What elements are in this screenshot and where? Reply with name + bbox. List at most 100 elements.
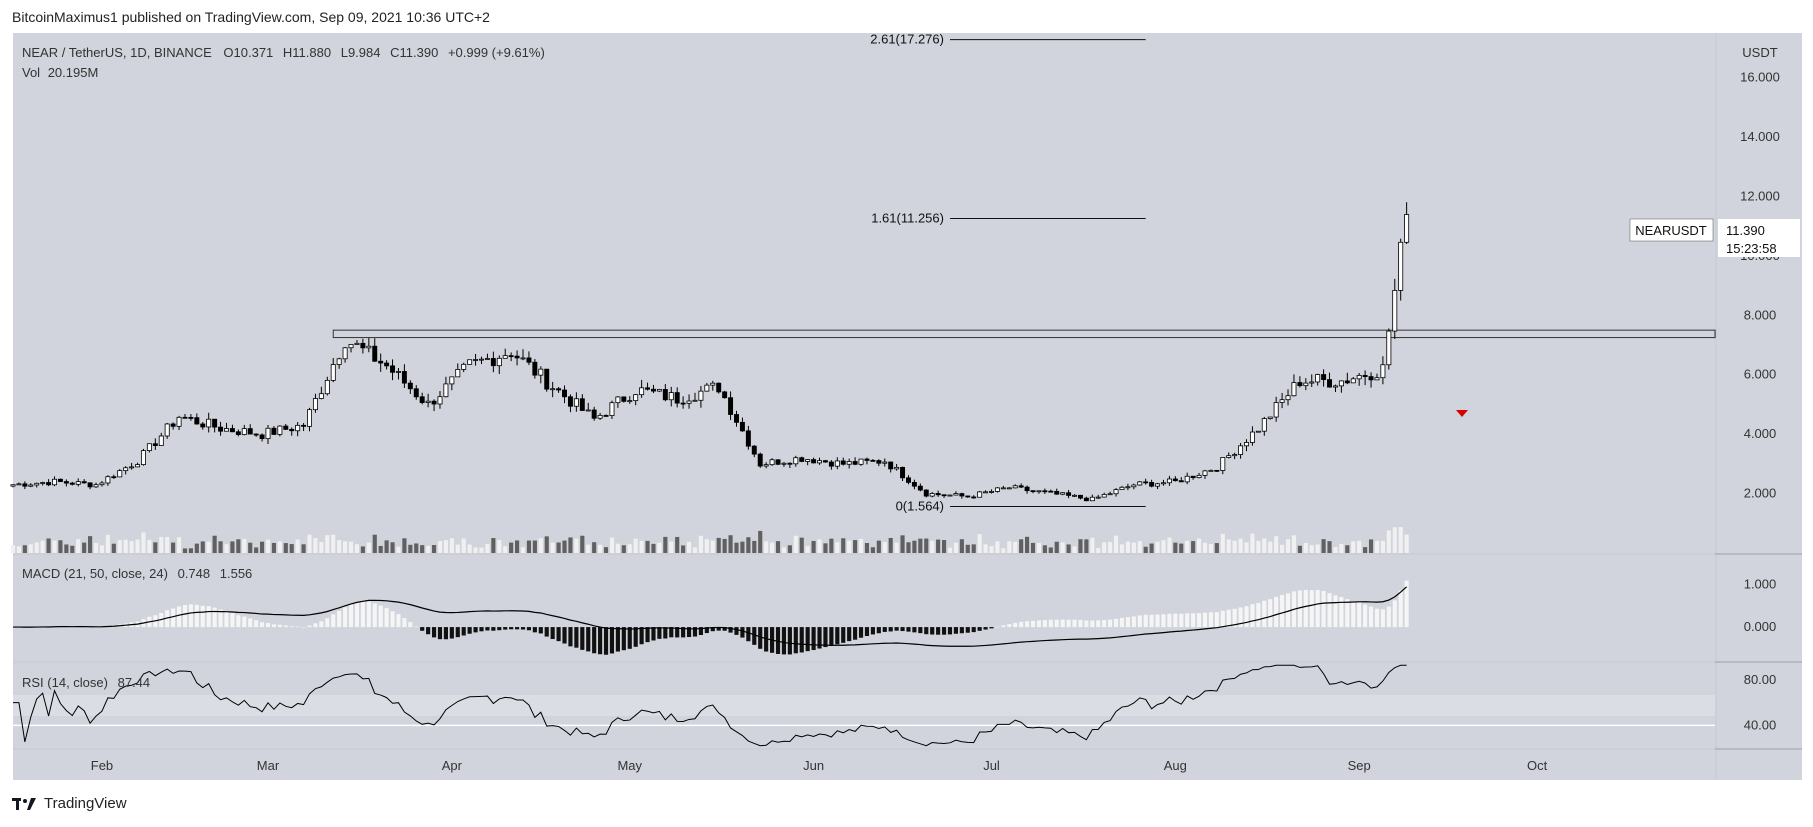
- macd-histogram-bar: [918, 627, 923, 634]
- volume-bar: [663, 536, 668, 553]
- candle-body: [680, 402, 686, 405]
- candle-body: [1161, 482, 1166, 485]
- volume-bar: [206, 541, 211, 553]
- macd-histogram-bar: [289, 626, 294, 628]
- macd-label: MACD (21, 50, close, 24): [22, 566, 168, 581]
- candle-body: [224, 428, 229, 432]
- macd-histogram-bar: [265, 622, 271, 628]
- macd-histogram-bar: [651, 627, 656, 641]
- macd-histogram-bar: [348, 604, 354, 628]
- volume-bar: [88, 536, 93, 553]
- macd-histogram-bar: [431, 627, 437, 638]
- candle-body: [312, 398, 318, 411]
- volume-bar: [52, 540, 57, 553]
- price-tick: 12.000: [1740, 188, 1780, 203]
- volume-bar: [864, 542, 870, 553]
- macd-histogram-bar: [876, 627, 881, 634]
- macd-histogram-bar: [1297, 590, 1302, 628]
- volume-bar: [509, 542, 514, 553]
- ticker-badge-label: NEARUSDT: [1635, 223, 1707, 238]
- candle-body: [40, 482, 46, 484]
- macd-histogram-bar: [532, 627, 537, 633]
- volume-bar: [437, 541, 443, 553]
- legend-h-value: 11.880: [292, 45, 331, 60]
- macd-histogram-bar: [206, 606, 211, 628]
- volume-bar: [1220, 533, 1225, 553]
- macd-histogram-bar: [230, 613, 235, 628]
- macd-histogram-bar: [1202, 612, 1208, 628]
- macd-histogram-bar: [544, 627, 549, 637]
- macd-histogram-bar: [1333, 595, 1338, 628]
- volume-bar: [586, 544, 591, 553]
- volume-bar: [218, 541, 223, 553]
- macd-histogram-bar: [858, 627, 864, 638]
- volume-bar: [1191, 541, 1196, 553]
- candle-body: [977, 491, 983, 498]
- footer-brand[interactable]: TradingView: [12, 795, 127, 812]
- macd-histogram-bar: [414, 626, 419, 628]
- candle-body: [1368, 376, 1374, 381]
- volume-bar: [941, 540, 947, 553]
- volume-bar: [823, 543, 828, 553]
- candle-body: [1125, 486, 1131, 489]
- volume-bar: [1155, 541, 1160, 553]
- candle-body: [330, 364, 336, 381]
- candle-body: [793, 457, 799, 465]
- volume-bar: [722, 538, 727, 553]
- candle-body: [550, 388, 556, 391]
- price-tick: 4.000: [1744, 426, 1777, 441]
- volume-bar: [111, 543, 116, 553]
- price-panel[interactable]: [13, 33, 1715, 553]
- volume-bar: [746, 537, 751, 553]
- macd-histogram-bar: [1196, 613, 1202, 628]
- volume-bar: [847, 540, 852, 553]
- macd-histogram-bar: [734, 627, 739, 635]
- volume-bar: [1149, 543, 1154, 553]
- candle-body: [953, 493, 959, 496]
- macd-histogram-bar: [283, 625, 288, 628]
- macd-histogram-bar: [515, 627, 520, 630]
- macd-histogram-bar: [710, 627, 715, 632]
- macd-panel[interactable]: [13, 555, 1715, 661]
- price-tick: 2.000: [1744, 486, 1777, 501]
- volume-bar: [1392, 527, 1397, 553]
- volume-bar: [959, 539, 964, 553]
- candle-body: [265, 427, 271, 440]
- volume-bar: [1238, 538, 1243, 553]
- candle-body: [99, 482, 105, 486]
- macd-histogram-bar: [372, 603, 377, 628]
- volume-bar: [1102, 542, 1107, 553]
- candle-body: [1362, 375, 1368, 377]
- volume-bar: [153, 542, 158, 553]
- candle-body: [253, 433, 259, 436]
- candle-body: [894, 466, 900, 470]
- macd-histogram-bar: [1244, 606, 1249, 628]
- candle-body: [140, 450, 146, 466]
- price-candles[interactable]: [10, 202, 1410, 502]
- volume-bar: [1262, 538, 1267, 553]
- candle-body: [229, 428, 235, 433]
- candle-body: [176, 416, 182, 427]
- candle-body: [1398, 241, 1404, 291]
- candle-body: [1024, 486, 1030, 492]
- volume-bar: [1001, 548, 1006, 553]
- volume-bar: [1019, 539, 1024, 553]
- candle-body: [455, 369, 461, 378]
- macd-histogram-bar: [983, 627, 988, 630]
- candle-body: [1255, 430, 1261, 433]
- candle-body: [57, 478, 63, 482]
- macd-histogram-bar: [1238, 607, 1243, 628]
- macd-histogram-bar: [1220, 610, 1225, 628]
- macd-histogram-bar: [1368, 606, 1374, 628]
- volume-bar: [449, 538, 454, 553]
- time-tick: Aug: [1164, 758, 1187, 773]
- candle-body: [645, 387, 651, 390]
- legend-change: +0.999 (+9.61%): [448, 45, 545, 60]
- candle-body: [146, 443, 152, 452]
- candle-body: [508, 355, 514, 358]
- ticker-badge[interactable]: [1629, 218, 1714, 242]
- volume-bar: [254, 547, 259, 553]
- macd-histogram-bar: [692, 627, 698, 637]
- macd-histogram-bar: [758, 627, 763, 649]
